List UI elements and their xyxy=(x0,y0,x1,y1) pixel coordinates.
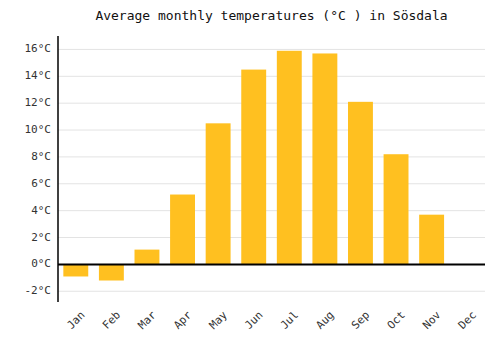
x-tick-label: Feb xyxy=(100,309,123,332)
x-tick-label: Jan xyxy=(64,309,87,332)
title: Average monthly temperatures (°C ) in Sö… xyxy=(95,8,447,23)
y-tick-label: 10°C xyxy=(25,123,52,136)
bars xyxy=(63,51,444,281)
x-tick-label: Aug xyxy=(313,309,336,332)
y-tick-label: 2°C xyxy=(31,231,51,244)
y-axis-line xyxy=(57,36,59,302)
y-tick-label: 16°C xyxy=(25,42,52,55)
x-tick-labels: Jan Feb Mar Apr May Jun Jul Aug Sep Oct Nov Dec xyxy=(64,308,479,332)
bar xyxy=(384,154,409,264)
grid-line xyxy=(58,76,485,77)
bar xyxy=(63,264,88,276)
x-tick-label: Oct xyxy=(385,309,408,332)
grid-line xyxy=(58,291,485,292)
x-tick-label: Nov xyxy=(420,308,444,332)
grid-line xyxy=(58,49,485,50)
grid-line xyxy=(58,183,485,184)
grid-line xyxy=(58,156,485,157)
bar xyxy=(348,102,373,265)
y-tick-label: 12°C xyxy=(25,96,52,109)
zero-line xyxy=(58,263,485,265)
bar xyxy=(170,195,195,265)
bar xyxy=(277,51,302,265)
x-tick-label: Dec xyxy=(456,309,479,332)
bar xyxy=(135,250,160,265)
chart: -2°C 0°C 2°C 4°C 6°C 8°C 10°C 12°C 14°C 16°C Jan Fe… xyxy=(0,0,500,350)
bar xyxy=(241,70,266,265)
y-tick-label: 0°C xyxy=(31,257,51,270)
y-tick-label: -2°C xyxy=(25,284,52,297)
x-tick-label: Jul xyxy=(278,309,301,332)
y-tick-label: 4°C xyxy=(31,204,51,217)
y-tick-label: 8°C xyxy=(31,150,51,163)
bar xyxy=(206,123,231,264)
bar xyxy=(312,53,337,264)
x-tick-label: Apr xyxy=(171,308,195,332)
grid-line xyxy=(58,210,485,211)
bar xyxy=(99,264,124,280)
grid xyxy=(58,49,485,291)
y-tick-label: 6°C xyxy=(31,177,51,190)
bar xyxy=(419,215,444,265)
y-tick-labels: -2°C 0°C 2°C 4°C 6°C 8°C 10°C 12°C 14°C 16°C xyxy=(25,42,52,297)
grid-line xyxy=(58,130,485,131)
x-tick-label: Jun xyxy=(242,309,265,332)
x-tick-label: Mar xyxy=(135,308,159,332)
grid-line xyxy=(58,103,485,104)
y-tick-label: 14°C xyxy=(25,69,52,82)
grid-line xyxy=(58,264,485,265)
x-tick-label: Sep xyxy=(349,309,372,332)
x-tick-label: May xyxy=(207,308,231,332)
